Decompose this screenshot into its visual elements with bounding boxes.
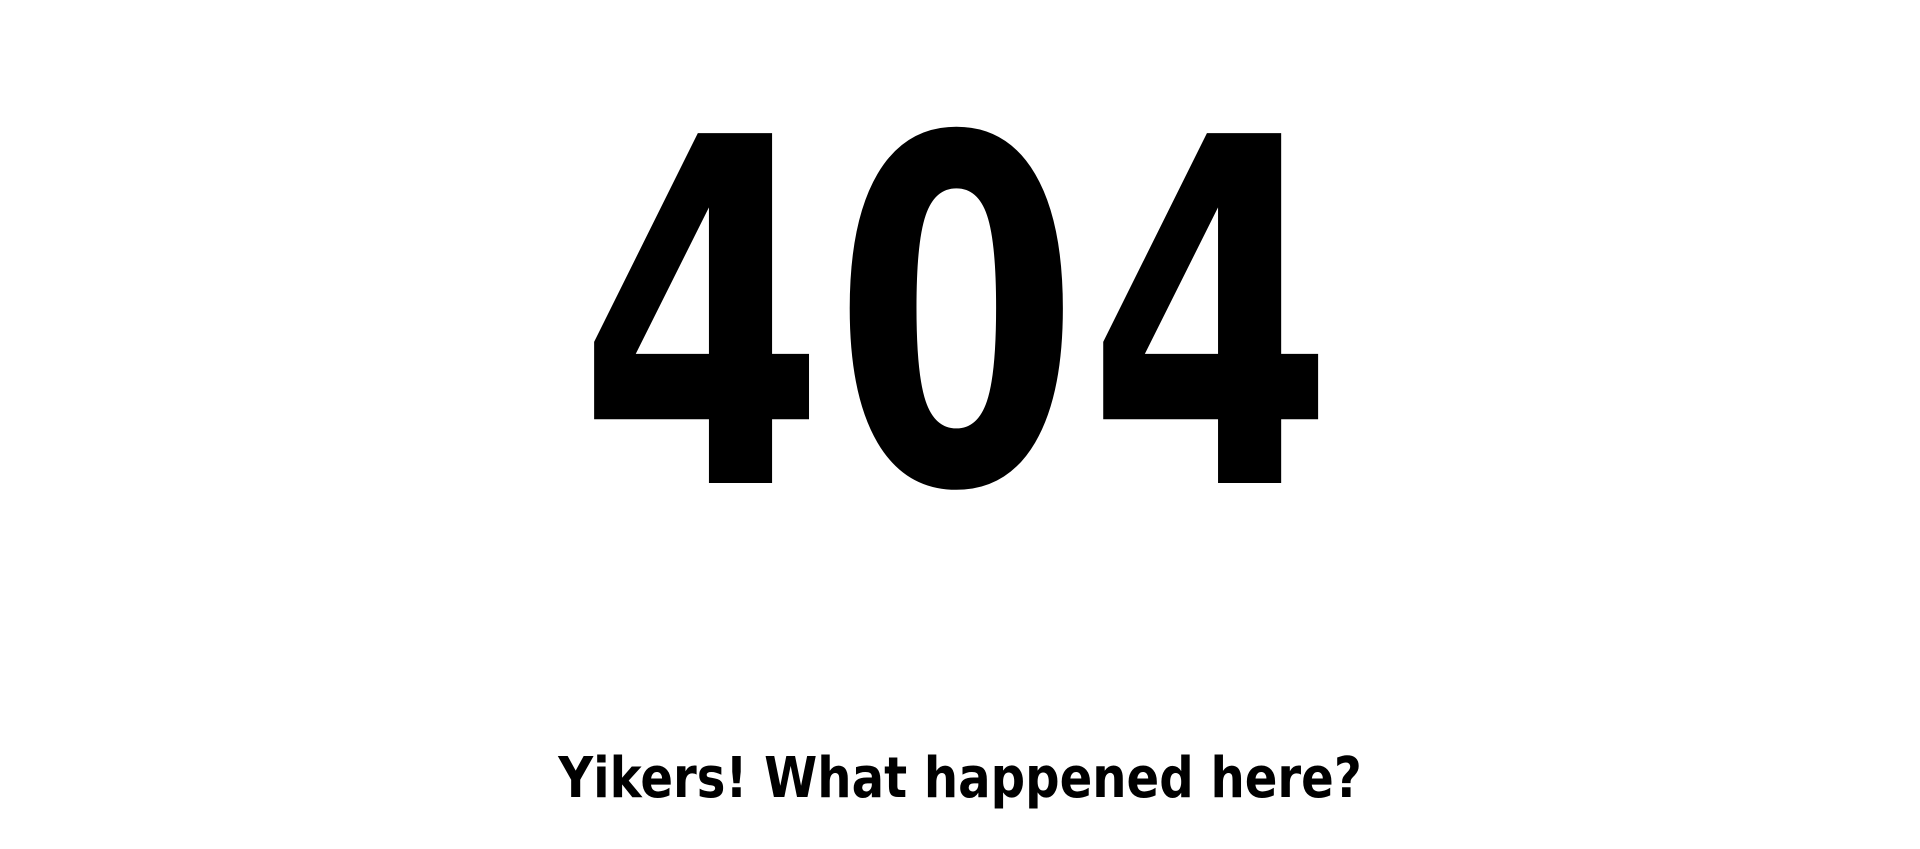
error-code-heading: 404 — [578, 38, 1342, 597]
error-message: Yikers! What happened here? — [558, 746, 1362, 811]
